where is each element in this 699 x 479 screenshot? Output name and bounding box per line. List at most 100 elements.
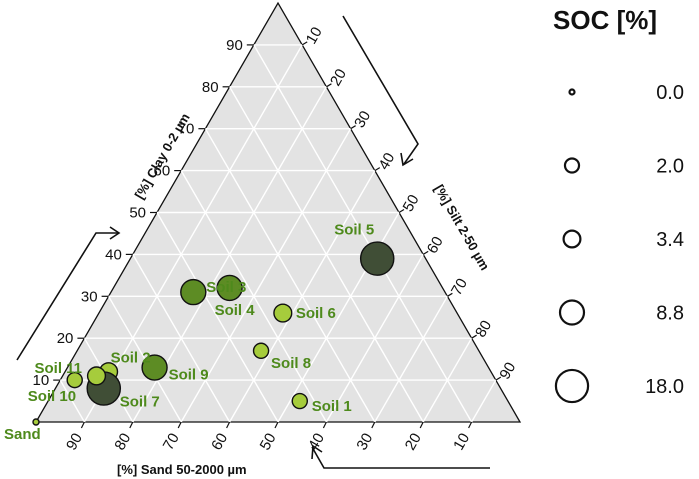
point-label-soil-11: Soil 11 [35,360,83,377]
sand-tick-mark [371,421,376,429]
point-label-soil-4: Soil 4 [215,302,256,319]
silt-tick-mark [398,208,405,214]
point-label-soil-6: Soil 6 [296,305,336,322]
point-label-soil-2: Soil 2 [111,350,151,367]
grid-line-silt [83,44,303,423]
data-point-soil-5 [359,241,395,276]
clay-tick-label: 10 [33,372,50,389]
silt-tick-label: 20 [327,66,350,89]
silt-tick-mark [495,376,502,381]
grid-lines [59,44,497,423]
silt-axis-label: [%] Silt 2-50 µm [431,182,492,273]
grid-line-silt [325,254,424,423]
point-label-sand: Sand [4,426,41,443]
sand-tick-mark [322,421,327,429]
sand-axis-label: [%] Sand 50-2000 µm [117,462,247,477]
grid-line-sand [156,212,279,423]
grid-line-sand [132,254,231,423]
point-label-soil-3: Soil 3 [206,279,246,296]
data-point-soil-4 [216,274,243,302]
grid-line-silt [422,337,473,423]
sand-arrow-head [311,444,323,460]
silt-tick-mark [301,41,308,46]
sand-tick-mark [468,421,473,429]
sand-tick-label: 60 [208,430,231,453]
sand-tick-label: 70 [160,430,183,453]
silt-tick-label: 40 [375,150,398,173]
clay-tick-label: 60 [154,163,171,180]
sand-tick-label: 20 [402,430,425,453]
data-point-soil-6 [273,303,293,323]
clay-tick-label: 50 [129,205,146,222]
point-label-soil-7: Soil 7 [120,393,160,410]
silt-tick-label: 90 [496,359,519,382]
legend-title: SOC [%] [553,5,657,35]
point-label-soil-5: Soil 5 [334,222,374,239]
legend-value-label: 8.8 [656,303,684,325]
sand-tick-label: 50 [257,430,280,453]
sand-tick-mark [274,421,279,429]
silt-tick-mark [350,125,356,130]
silt-tick-label: 10 [303,24,326,47]
sand-tick-mark [129,421,134,429]
clay-direction-arrow [16,232,118,361]
silt-tick-mark [374,167,381,172]
data-point-sand [32,418,40,426]
legend-marker [562,229,582,249]
clay-tick-label: 80 [202,79,219,96]
silt-tick-label: 80 [472,317,495,340]
clay-tick-label: 90 [226,37,243,54]
silt-direction-arrow [342,15,419,165]
silt-tick-mark [422,250,429,255]
legend-marker [558,299,586,326]
silt-tick-label: 60 [424,234,447,257]
clay-arrow-head [109,226,121,240]
legend-marker [568,88,576,96]
sand-tick-label: 80 [111,430,134,453]
silt-tick-mark [326,83,332,88]
point-label-soil-1: Soil 1 [312,398,352,415]
clay-tick-label: 70 [178,121,195,138]
sand-tick-label: 40 [305,430,328,453]
point-label-soil-9: Soil 9 [169,367,209,384]
silt-tick-mark [447,292,453,297]
grid-line-silt [470,379,497,423]
data-point-soil-11 [86,366,107,386]
legend-marker [563,157,581,174]
legend-value-label: 18.0 [645,376,684,398]
silt-tick-label: 70 [448,276,471,299]
clay-tick-label: 40 [105,246,122,263]
sand-tick-mark [80,421,85,429]
point-label-soil-10: Soil 10 [28,388,76,405]
data-points [32,241,395,426]
sand-tick-label: 30 [353,430,376,453]
point-label-soil-8: Soil 8 [271,355,311,372]
grid-line-sand [204,128,376,423]
grid-line-sand [59,379,86,423]
silt-arrow-head [400,152,414,167]
sand-tick-label: 90 [63,430,86,453]
silt-tick-label: 50 [400,192,423,215]
axis-arrows [16,15,490,469]
sand-tick-mark [226,421,231,429]
sand-tick-mark [419,421,424,429]
data-point-soil-3 [180,278,207,306]
sand-direction-arrow [311,446,490,469]
silt-tick-label: 30 [351,108,374,131]
clay-tick-label: 30 [81,288,98,305]
legend-marker [554,368,590,404]
legend-value-label: 3.4 [656,229,684,251]
data-point-soil-8 [252,342,270,359]
sand-tick-mark [177,421,182,429]
grid-line-sand [253,44,473,423]
legend-value-label: 2.0 [656,156,684,178]
silt-tick-mark [471,334,477,339]
data-point-soil-9 [141,354,168,381]
sand-tick-label: 10 [450,430,473,453]
grid-line-silt [180,128,352,423]
legend: SOC [%] 0.0 2.0 3.4 8.8 18.0 [553,5,684,404]
grid-line-silt [374,295,449,423]
